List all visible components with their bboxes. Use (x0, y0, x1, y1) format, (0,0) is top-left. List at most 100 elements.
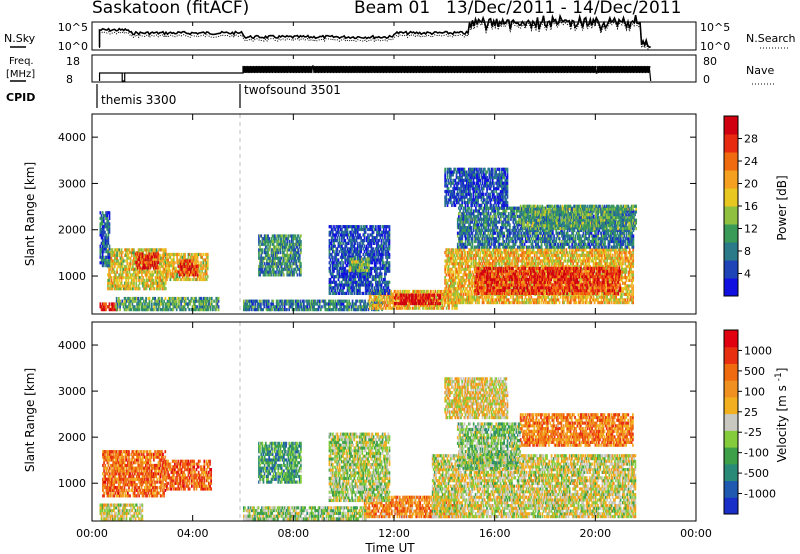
heat-cell (125, 273, 127, 277)
heat-cell (156, 263, 159, 267)
heat-cell (121, 270, 124, 274)
heat-cell (389, 303, 391, 307)
heat-cell (305, 305, 308, 309)
heat-cell (136, 287, 139, 291)
heat-cell (519, 280, 522, 284)
heat-cell (585, 295, 588, 299)
heat-cell (512, 301, 515, 305)
heat-cell (184, 255, 186, 259)
heat-cell (134, 287, 137, 291)
heat-cell (374, 306, 377, 310)
heat-cell (217, 299, 220, 303)
heat-cell (182, 264, 184, 268)
heat-cell (108, 278, 110, 282)
heat-cell (604, 248, 606, 252)
heat-cell (172, 252, 175, 257)
heat-cell (514, 259, 517, 263)
heat-cell (513, 277, 515, 282)
heat-cell (126, 276, 129, 280)
heat-cell (385, 295, 388, 299)
heat-cell (104, 302, 106, 306)
heat-cell (465, 301, 468, 305)
heat-cell (215, 308, 218, 312)
heat-cell (392, 301, 395, 305)
heat-cell (430, 289, 432, 294)
heat-cell (559, 251, 562, 255)
heat-cell (187, 277, 190, 282)
heat-cell (178, 258, 181, 262)
heat-cell (602, 248, 605, 252)
heat-cell (541, 251, 544, 255)
heat-cell (567, 298, 570, 302)
heat-cell (424, 298, 427, 302)
heat-cell (508, 259, 511, 263)
heat-cell (531, 298, 534, 302)
heat-cell (481, 262, 484, 266)
heat-cell (472, 295, 475, 299)
heat-cell (141, 281, 143, 285)
heat-cell (489, 301, 492, 305)
heat-cell (454, 281, 457, 285)
heat-cell (474, 262, 477, 266)
heat-cell (508, 286, 511, 290)
heat-cell (179, 273, 182, 277)
heat-cell (520, 253, 522, 257)
heat-cell (128, 251, 131, 255)
heat-cell (137, 270, 140, 274)
heat-cell (519, 272, 522, 276)
heat-cell (512, 248, 515, 252)
heat-cell (514, 275, 516, 279)
heat-cell (169, 299, 171, 303)
heat-cell (267, 302, 270, 306)
heat-cell (545, 256, 547, 260)
heat-cell (127, 248, 130, 252)
heat-cell (162, 264, 165, 269)
heat-cell (151, 273, 154, 277)
heat-cell (471, 278, 474, 282)
heat-cell (159, 248, 161, 252)
heat-cell (551, 262, 554, 266)
heat-cell (556, 248, 559, 252)
heat-cell (559, 264, 562, 269)
heat-cell (418, 306, 421, 310)
heat-cell (289, 302, 292, 306)
heat-cell (542, 251, 545, 255)
heat-cell (511, 289, 514, 293)
heat-cell (184, 272, 186, 276)
heat-cell (417, 295, 420, 299)
heat-cell (468, 270, 470, 274)
heat-cell (622, 289, 624, 294)
heat-cell (132, 281, 134, 285)
heat-cell (590, 251, 593, 255)
heat-cell (529, 298, 532, 302)
heat-cell (514, 256, 517, 260)
heat-cell (126, 281, 129, 285)
heat-cell (570, 262, 572, 266)
heat-cell (464, 301, 467, 305)
heat-cell (575, 262, 578, 266)
heat-cell (437, 293, 439, 297)
heat-cell (600, 273, 603, 277)
heat-cell (398, 292, 401, 296)
heat-cell (383, 295, 386, 299)
heat-cell (626, 264, 629, 269)
heat-cell (505, 301, 508, 305)
heat-cell (163, 262, 166, 266)
heat-cell (172, 305, 175, 309)
heat-cell (578, 248, 580, 252)
heat-cell (348, 302, 351, 306)
heat-cell (496, 275, 498, 279)
heat-cell (367, 308, 370, 312)
heat-cell (138, 308, 141, 312)
heat-cell (110, 305, 113, 309)
heat-cell (609, 256, 612, 260)
heat-cell (332, 308, 335, 312)
heat-cell (557, 259, 560, 263)
heat-cell (567, 301, 570, 305)
heat-cell (415, 293, 418, 297)
heat-cell (344, 305, 347, 309)
heat-cell (157, 260, 160, 264)
heat-cell (157, 308, 160, 312)
heat-cell (130, 248, 133, 252)
heat-cell (606, 248, 609, 252)
